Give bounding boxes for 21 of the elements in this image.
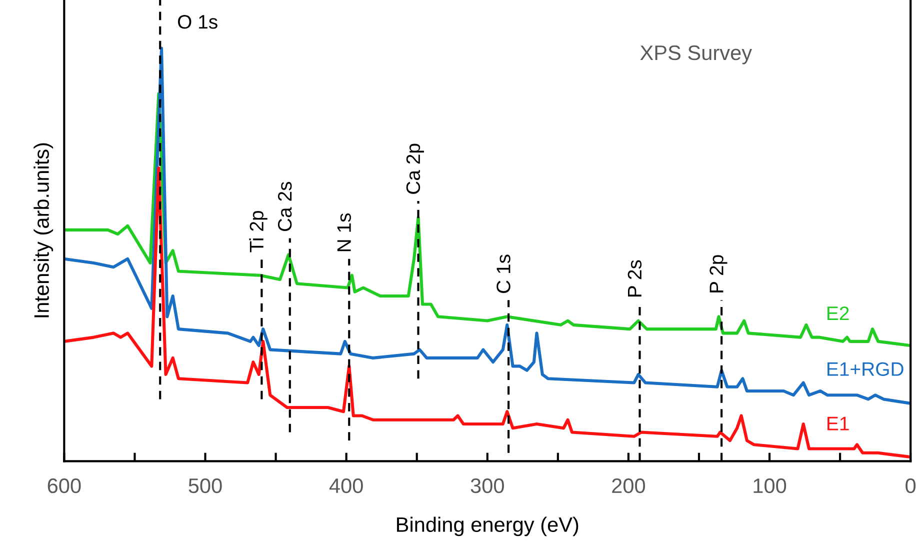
x-tick-label: 200 (612, 478, 646, 494)
x-tick-label: 600 (48, 478, 81, 494)
ref-line-label: P 2s (628, 260, 642, 296)
ref-line-label: Ca 2s (278, 182, 292, 232)
chart-title: XPS Survey (640, 45, 752, 64)
series-label: E1 (828, 416, 849, 430)
ref-line-label: Ca 2p (406, 144, 424, 194)
x-tick-label: 500 (188, 478, 222, 494)
ref-line-label: O 1s (178, 14, 218, 29)
ref-line-label: C 1s (496, 254, 510, 293)
x-tick-label: 400 (329, 478, 363, 494)
y-axis-title: Intensity (arb.units) (34, 143, 54, 318)
x-tick-label: 0 (906, 478, 916, 494)
x-tick-label: 300 (470, 478, 504, 494)
ref-line-label: Ti 2p (249, 210, 268, 252)
series-label: E2 (828, 306, 849, 320)
ref-line-label: P 2p (710, 255, 728, 292)
x-tick-label: 100 (754, 478, 786, 494)
ref-line-label: N 1s (337, 213, 351, 252)
series-label: E1+RGD (828, 362, 904, 376)
x-axis-title: Binding energy (eV) (397, 516, 578, 536)
